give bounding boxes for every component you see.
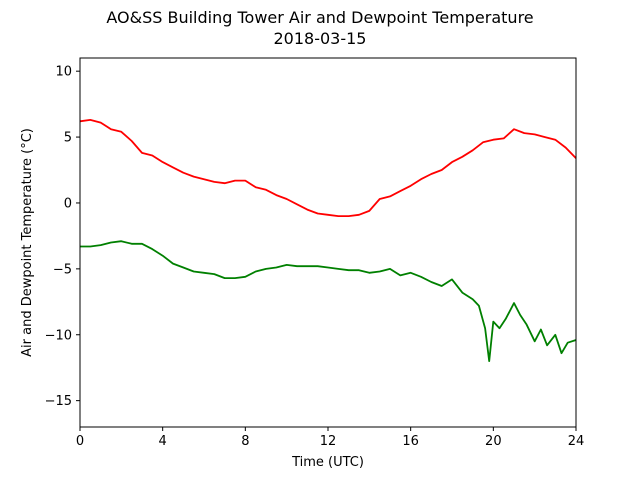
series-line-0 <box>79 119 577 218</box>
x-axis-ticks: 0 4 8 12 16 20 24 <box>76 427 584 449</box>
x-tick-label: 12 <box>320 434 337 449</box>
y-tick-label: 0 <box>64 196 72 211</box>
x-tick-label: 0 <box>76 434 84 449</box>
y-tick-label: 10 <box>55 65 72 80</box>
chart-title: AO&SS Building Tower Air and Dewpoint Te… <box>106 8 534 27</box>
x-axis-label: Time (UTC) <box>291 455 364 470</box>
y-tick-label: −10 <box>45 328 72 343</box>
x-tick-label: 16 <box>402 434 419 449</box>
x-tick-label: 8 <box>241 434 249 449</box>
x-tick-label: 24 <box>568 434 585 449</box>
series-layer <box>79 119 577 363</box>
y-axis-ticks: −15 −10 −5 0 5 10 <box>45 65 80 409</box>
chart-subtitle: 2018-03-15 <box>273 29 367 48</box>
y-axis-label: Air and Dewpoint Temperature (°C) <box>20 128 35 357</box>
y-tick-label: −5 <box>53 262 72 277</box>
x-tick-label: 4 <box>159 434 167 449</box>
x-tick-label: 20 <box>485 434 502 449</box>
y-tick-label: −15 <box>45 394 72 409</box>
plot-area-frame <box>79 57 577 428</box>
series-line-1 <box>80 240 577 363</box>
y-tick-label: 5 <box>64 131 72 146</box>
